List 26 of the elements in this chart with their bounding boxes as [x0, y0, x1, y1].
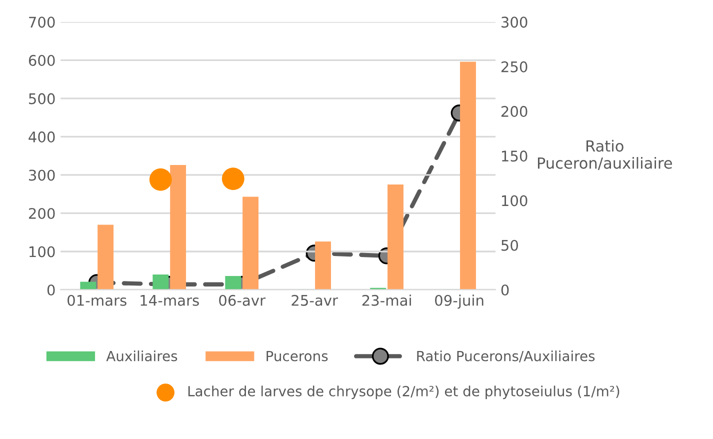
x-tick-label: 09-juin: [435, 294, 484, 309]
legend-label: Pucerons: [266, 350, 328, 362]
y-tick-label: 500: [29, 93, 55, 104]
y2-tick-label: 0: [501, 284, 509, 296]
y2-axis-title: Ratio Puceron/auxiliaire: [538, 140, 672, 170]
y-tick-label: 600: [28, 54, 55, 66]
legend-label: Auxiliaires: [106, 350, 178, 362]
y-tick-label: 400: [28, 131, 55, 142]
x-tick-label: 06-avr: [219, 294, 266, 306]
x-tick-label: 25-avr: [292, 294, 338, 306]
y2-tick-label: 200: [501, 106, 528, 117]
y2-tick-label: 50: [502, 240, 518, 251]
y2-tick-label: 300: [502, 16, 528, 28]
x-tick-label: 14-mars: [140, 295, 199, 306]
y2-tick-label: 250: [501, 61, 528, 72]
y2-tick-label: 100: [502, 195, 528, 206]
y2-tick-label: 150: [502, 150, 528, 162]
y-tick-label: 100: [30, 246, 55, 258]
y-tick-label: 300: [29, 170, 55, 181]
y-tick-label: 700: [29, 16, 55, 28]
legend-label: Ratio Pucerons/Auxiliaires: [417, 350, 595, 362]
y-tick-label: 0: [47, 284, 55, 296]
legend-label: Lacher de larves de chrysope (2/m²) et de phytoseiulus (1/m²): [188, 386, 620, 400]
x-tick-label: 01-mars: [68, 294, 126, 306]
x-tick-label: 23-mai: [362, 294, 411, 306]
y-tick-label: 200: [28, 208, 55, 219]
